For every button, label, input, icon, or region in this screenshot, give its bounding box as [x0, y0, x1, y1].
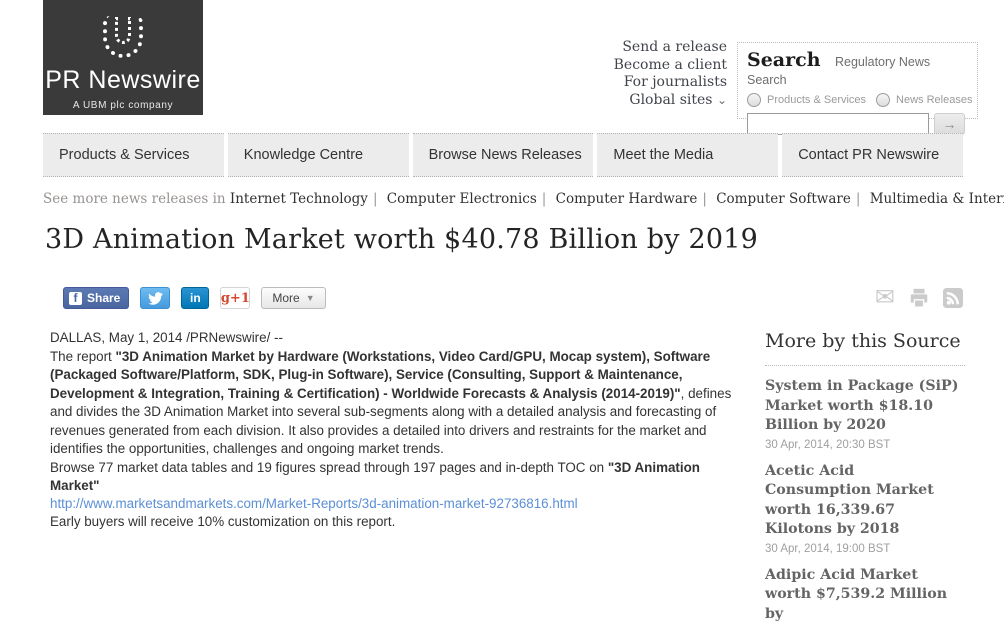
sidebar-item-link[interactable]: Acetic Acid Consumption Market worth 16,…: [765, 462, 934, 538]
breadcrumb-prefix: See more news releases in: [43, 191, 226, 207]
radio-news-releases[interactable]: [876, 93, 891, 107]
twitter-share-button[interactable]: [140, 287, 171, 309]
linkedin-share-button[interactable]: in: [181, 287, 210, 309]
crumb-internet-technology[interactable]: Internet Technology: [229, 191, 368, 207]
header-links: Send a release Become a client For journ…: [540, 39, 727, 109]
email-icon[interactable]: ✉: [874, 284, 895, 311]
sidebar-item-date: 30 Apr, 2014, 20:30 BST: [765, 438, 891, 451]
facebook-icon: f: [69, 291, 82, 305]
nav-browse-news-releases[interactable]: Browse News Releases: [412, 133, 594, 177]
rss-icon[interactable]: [943, 288, 963, 308]
facebook-share-button[interactable]: f Share: [63, 287, 130, 309]
document-action-icons: ✉: [874, 284, 963, 311]
page-title: 3D Animation Market worth $40.78 Billion…: [45, 224, 758, 255]
more-share-dropdown[interactable]: More ▼: [261, 287, 326, 309]
sidebar-item: Acetic Acid Consumption Market worth 16,…: [765, 462, 965, 555]
search-input[interactable]: [747, 113, 929, 135]
link-for-journalists[interactable]: For journalists: [623, 74, 727, 90]
googleplus-icon: g+1: [220, 290, 250, 306]
chevron-down-icon: ⌄: [716, 92, 727, 107]
arrow-right-icon: →: [942, 116, 957, 132]
dateline: DALLAS, May 1, 2014 /PRNewswire/ --: [50, 330, 283, 345]
laurel-icon: [103, 16, 143, 58]
nav-products-services[interactable]: Products & Services: [43, 133, 224, 177]
breadcrumb-separator: |: [702, 191, 707, 207]
article-body: DALLAS, May 1, 2014 /PRNewswire/ -- The …: [50, 329, 747, 530]
report-url-link[interactable]: http://www.marketsandmarkets.com/Market-…: [50, 495, 578, 511]
early-buyers-note: Early buyers will receive 10% customizat…: [50, 514, 396, 529]
sidebar-item-link[interactable]: Adipic Acid Market worth $7,539.2 Millio…: [765, 566, 948, 622]
twitter-bird-icon: [148, 291, 163, 305]
caret-down-icon: ▼: [305, 293, 315, 303]
main-nav: Products & Services Knowledge Centre Bro…: [43, 133, 963, 177]
googleplus-one-button[interactable]: g+1: [220, 287, 251, 309]
linkedin-icon: in: [190, 291, 201, 305]
link-global-sites[interactable]: Global sites ⌄: [629, 91, 727, 108]
nav-contact-prnewswire[interactable]: Contact PR Newswire: [782, 133, 963, 177]
nav-meet-the-media[interactable]: Meet the Media: [597, 133, 779, 177]
crumb-multimedia-internet[interactable]: Multimedia & Internet: [869, 191, 1004, 207]
search-title: Search: [747, 49, 821, 71]
sidebar-item: System in Package (SiP) Market worth $18…: [765, 377, 965, 451]
breadcrumb-separator: |: [372, 191, 378, 207]
crumb-computer-hardware[interactable]: Computer Hardware: [555, 191, 698, 207]
radio-products-services-label: Products & Services: [767, 94, 867, 106]
report-title-bold: "3D Animation Market by Hardware (Workst…: [50, 348, 711, 401]
breadcrumb: See more news releases in Internet Techn…: [43, 191, 1004, 207]
crumb-computer-electronics[interactable]: Computer Electronics: [386, 191, 537, 207]
browse-paragraph: Browse 77 market data tables and 19 figu…: [50, 459, 700, 494]
radio-products-services[interactable]: [747, 93, 761, 107]
radio-news-releases-label: News Releases: [896, 94, 973, 106]
nav-knowledge-centre[interactable]: Knowledge Centre: [227, 133, 409, 177]
page: PR Newswire A UBM plc company Send a rel…: [43, 0, 1004, 622]
print-icon[interactable]: [908, 287, 930, 309]
report-paragraph: The report "3D Animation Market by Hardw…: [50, 348, 732, 457]
brand-tagline: A UBM plc company: [72, 100, 174, 111]
more-by-source-sidebar: More by this Source System in Package (S…: [765, 330, 965, 635]
breadcrumb-separator: |: [855, 191, 861, 207]
breadcrumb-separator: |: [541, 191, 547, 207]
crumb-computer-software[interactable]: Computer Software: [716, 191, 851, 207]
sidebar-heading: More by this Source: [765, 330, 961, 352]
sidebar-item: Adipic Acid Market worth $7,539.2 Millio…: [765, 566, 965, 625]
link-become-a-client[interactable]: Become a client: [613, 56, 727, 73]
regulatory-news-search-link[interactable]: Regulatory News Search: [747, 55, 931, 87]
brand-name: PR Newswire: [45, 66, 201, 94]
sidebar-item-date: 30 Apr, 2014, 19:00 BST: [765, 542, 891, 555]
search-panel: Search Regulatory News Search Products &…: [737, 42, 978, 135]
search-submit-button[interactable]: →: [934, 113, 965, 135]
link-send-a-release[interactable]: Send a release: [622, 39, 727, 55]
sidebar-item-link[interactable]: System in Package (SiP) Market worth $18…: [765, 378, 959, 433]
prnewswire-logo[interactable]: PR Newswire A UBM plc company: [43, 0, 203, 115]
share-row: f Share in g+1 More ▼: [63, 287, 326, 309]
sidebar-divider: [765, 365, 965, 366]
